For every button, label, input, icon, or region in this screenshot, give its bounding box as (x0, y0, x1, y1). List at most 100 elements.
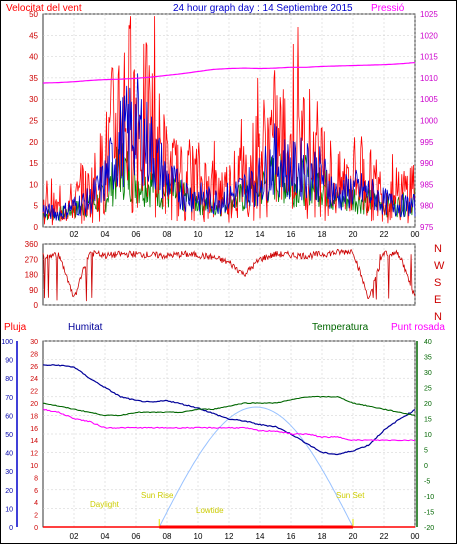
direction-gridlines (43, 243, 416, 306)
pressure-tick-label: 1005 (420, 95, 438, 104)
sun-annotation-label: Sun Rise (141, 491, 174, 500)
wind-speed-tick-label: 35 (29, 74, 38, 83)
rain-tick-label: 14 (30, 438, 38, 445)
direction-tick-label: 90 (29, 286, 38, 295)
temperature-tick-label: 35 (424, 355, 432, 362)
temperature-label: Temperatura (312, 322, 369, 333)
wind-speed-tick-label: 40 (29, 53, 38, 62)
bottom-x-tick-label: 14 (256, 532, 265, 541)
pressure-ticks: 975 980 985 990 995 1000 1005 1010 1015 1020 1025 (420, 10, 438, 232)
rain-tick-label: 22 (30, 389, 38, 396)
bottom-series-line (43, 395, 416, 417)
wind-x-tick-label: 12 (225, 230, 234, 239)
bottom-x-tick-label: 22 (380, 532, 389, 541)
bottom-x-tick-label: 08 (163, 532, 172, 541)
wind-x-tick-label: 10 (194, 230, 203, 239)
rain-tick-label: 24 (30, 376, 38, 383)
humidity-tick-label: 20 (5, 488, 13, 495)
temperature-tick-label: 15 (424, 417, 432, 424)
bottom-series-line (42, 408, 415, 442)
humidity-tick-label: 0 (9, 525, 13, 532)
rain-label: Pluja (4, 322, 27, 333)
wind-speed-tick-label: 15 (29, 159, 38, 168)
wind-speed-tick-label: 45 (29, 31, 38, 40)
pressure-tick-label: 975 (420, 223, 434, 232)
humidity-tick-label: 100 (1, 339, 13, 346)
temperature-tick-label: 30 (424, 370, 432, 377)
bottom-x-tick-label: 10 (194, 532, 203, 541)
pressure-tick-label: 1010 (420, 74, 438, 83)
sun-elevation-line (158, 406, 354, 528)
compass-label: W (434, 260, 445, 272)
wind-speed-tick-label: 10 (29, 180, 38, 189)
bottom-x-tick-label: 06 (132, 532, 141, 541)
rain-tick-label: 10 (30, 463, 38, 470)
pressure-label: Pressió (371, 3, 405, 14)
wind-speed-label: Velocitat del vent (6, 3, 82, 14)
compass-label: N (434, 311, 442, 323)
compass-label: E (434, 294, 441, 306)
pressure-tick-label: 1020 (420, 31, 438, 40)
wind-speed-tick-label: 0 (34, 223, 39, 232)
direction-series (42, 248, 416, 302)
humidity-ticks: 0 10 20 30 40 50 60 70 80 90 100 (1, 339, 13, 532)
bottom-x-tick-label: 04 (101, 532, 110, 541)
dewpoint-label: Punt rosada (391, 322, 445, 333)
humidity-tick-label: 10 (5, 506, 13, 513)
sun-annotation-label: Lowtide (196, 506, 224, 515)
direction-tick-label: 0 (34, 301, 39, 310)
sun-curve (158, 406, 354, 529)
wind-x-tick-label: 18 (318, 230, 327, 239)
pressure-tick-label: 1025 (420, 10, 438, 19)
humidity-tick-label: 30 (5, 469, 13, 476)
humidity-label: Humitat (68, 322, 103, 333)
direction-tick-label: 270 (25, 255, 39, 264)
pressure-tick-label: 985 (420, 180, 434, 189)
sun-annotation-label: Sun Set (336, 491, 365, 500)
wind-x-tick-label: 02 (70, 230, 79, 239)
temperature-tick-label: -15 (424, 510, 434, 517)
bottom-x-ticks: 02 04 06 08 10 12 14 16 18 20 22 00 (70, 532, 420, 541)
wind-series-line (42, 73, 416, 221)
pressure-tick-label: 980 (420, 202, 434, 211)
wind-x-tick-label: 04 (101, 230, 110, 239)
bottom-x-tick-label: 02 (70, 532, 79, 541)
pressure-tick-label: 1015 (420, 53, 438, 62)
rain-tick-label: 8 (34, 475, 38, 482)
temperature-tick-label: 5 (424, 448, 428, 455)
pressure-tick-label: 1000 (420, 117, 438, 126)
wind-x-tick-label: 08 (163, 230, 172, 239)
bottom-x-tick-label: 16 (287, 532, 296, 541)
temperature-tick-label: 10 (424, 432, 432, 439)
rain-tick-label: 2 (34, 513, 38, 520)
wind-x-tick-label: 06 (132, 230, 141, 239)
humidity-tick-label: 60 (5, 413, 13, 420)
wind-x-tick-label: 00 (411, 230, 420, 239)
sun-annotation-label: Daylight (90, 500, 120, 509)
rain-tick-label: 20 (30, 401, 38, 408)
wind-x-tick-label: 22 (380, 230, 389, 239)
pressure-tick-label: 995 (420, 138, 434, 147)
wind-speed-tick-label: 50 (29, 10, 38, 19)
temperature-tick-label: 0 (424, 463, 428, 470)
temperature-tick-label: -5 (424, 479, 430, 486)
humidity-tick-label: 90 (5, 358, 13, 365)
rain-tick-label: 28 (30, 351, 38, 358)
compass-label: S (434, 277, 441, 289)
wind-speed-tick-label: 20 (29, 138, 38, 147)
rain-tick-label: 16 (30, 426, 38, 433)
wind-x-tick-label: 14 (256, 230, 265, 239)
sun-annotations: Daylight Sun Rise Lowtide Sun Set (90, 491, 365, 515)
temperature-tick-label: 20 (424, 401, 432, 408)
temperature-tick-label: 25 (424, 386, 432, 393)
bottom-x-tick-label: 12 (225, 532, 234, 541)
wind-x-tick-label: 16 (287, 230, 296, 239)
temperature-tick-label: -20 (424, 525, 434, 532)
wind-series (42, 16, 416, 226)
temperature-tick-label: -10 (424, 494, 434, 501)
